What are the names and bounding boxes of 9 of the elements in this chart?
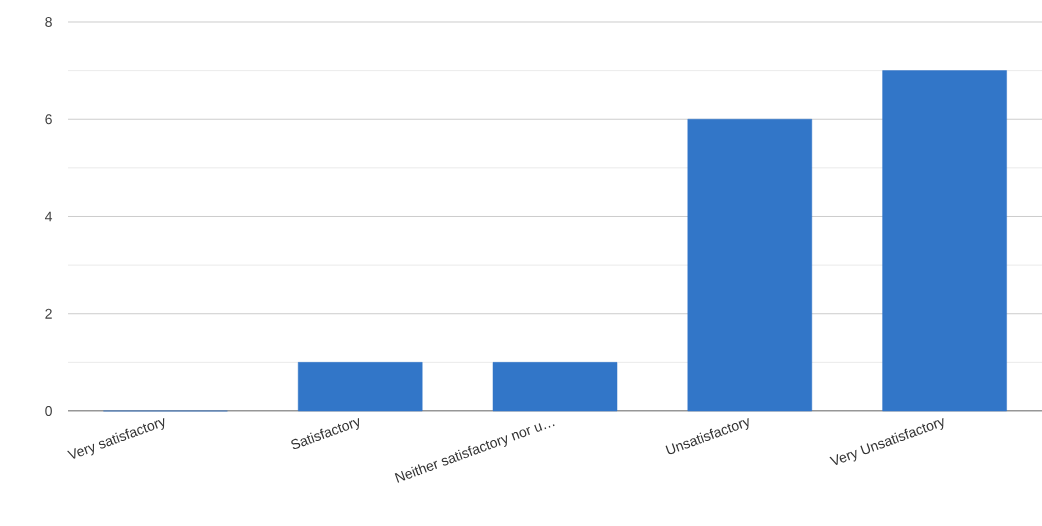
y-tick-label: 0 <box>45 406 52 416</box>
y-tick-label: 2 <box>45 308 52 319</box>
y-tick-label: 4 <box>45 211 53 222</box>
bar <box>297 362 423 412</box>
y-tick-label: 6 <box>45 114 52 125</box>
bar <box>492 362 618 412</box>
y-tick-label: 8 <box>45 17 52 27</box>
bar <box>882 70 1007 412</box>
bar <box>687 119 813 412</box>
